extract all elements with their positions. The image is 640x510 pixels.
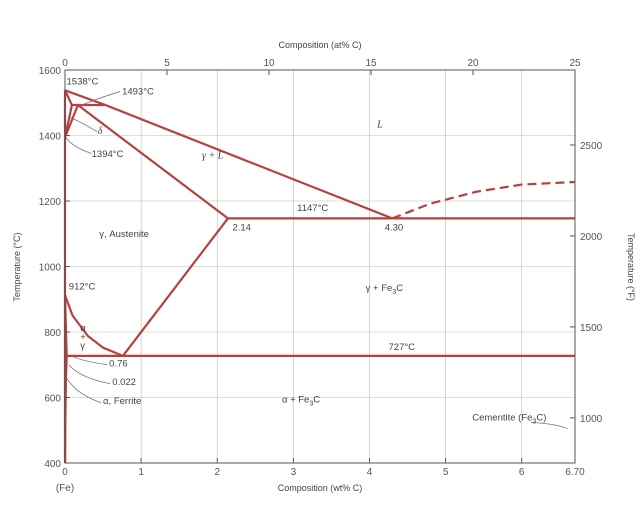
annotation-label: + <box>80 332 86 343</box>
x-tick-label: 4 <box>367 467 373 478</box>
boundary-liquidus-gamma <box>104 103 393 220</box>
x-tick-label: 5 <box>443 467 449 478</box>
tick-marks <box>64 69 576 464</box>
boundary-delta-solidus <box>64 89 73 106</box>
annotation-label: γ <box>80 340 85 351</box>
leader-line <box>72 356 108 366</box>
annotation-label: 912°C <box>69 281 96 292</box>
y-tick-label: 1600 <box>39 66 62 77</box>
x-tick-label: 6.70 <box>565 467 585 478</box>
top-tick-label: 10 <box>263 58 275 69</box>
boundary-gamma-solidus <box>77 104 229 220</box>
annotation-label: 0.76 <box>109 358 128 369</box>
annotation-label: 4.30 <box>385 222 404 233</box>
tick-labels: 0 1 2 3 4 5 6 6.70 0 5 10 15 20 25 400 600 800 1000 1200 14… <box>39 58 603 478</box>
annotation-label: α + Fe3C <box>282 394 320 407</box>
boundary-liquidus-fe3c <box>391 180 576 220</box>
annotation-label: L <box>376 119 383 130</box>
y-tick-label: 1200 <box>39 197 62 208</box>
right-tick-label: 2000 <box>580 232 603 243</box>
x-axis-title: Composition (wt% C) <box>278 483 363 493</box>
annotation-label: 727°C <box>389 342 416 353</box>
leader-line <box>81 91 121 106</box>
annotation-label: 1147°C <box>297 203 328 214</box>
annotation-label: α, Ferrite <box>103 396 141 407</box>
y-tick-label: 1000 <box>39 263 62 274</box>
annotation-label: 1493°C <box>122 87 154 98</box>
x-tick-label: 2 <box>214 467 220 478</box>
top-tick-label: 15 <box>365 58 377 69</box>
annotation-label: γ + L <box>202 150 224 161</box>
boundary-a3 <box>63 294 124 357</box>
leader-lines <box>65 91 568 429</box>
boundary-gamma-delta-boundary <box>63 104 79 138</box>
annotations: 1538°C 1493°C δ 1394°C Lγ + L 1147°C 2.14 4.30 γ… <box>67 77 547 426</box>
y-tick-label: 400 <box>44 459 61 470</box>
right-tick-label: 2500 <box>580 141 603 152</box>
x-tick-label: 6 <box>519 467 525 478</box>
annotation-label: γ + Fe3C <box>366 283 404 296</box>
annotation-label: 1538°C <box>67 77 99 88</box>
y-tick-label: 1400 <box>39 132 62 143</box>
phase-boundaries <box>63 89 576 464</box>
annotation-label: 0.022 <box>112 377 136 388</box>
y-axis-title: Temperature (°C) <box>12 232 22 301</box>
y-tick-label: 800 <box>44 328 61 339</box>
top-tick-label: 20 <box>467 58 479 69</box>
top-axis-title: Composition (at% C) <box>278 40 361 50</box>
top-tick-label: 5 <box>164 58 170 69</box>
leader-line <box>70 117 98 132</box>
annotation-label: α <box>80 323 86 334</box>
right-axis-title: Temperature (°F) <box>626 233 636 301</box>
annotation-label: 1394°C <box>92 149 124 160</box>
x-tick-label: 3 <box>291 467 297 478</box>
top-tick-label: 25 <box>569 58 581 69</box>
grid-lines <box>65 70 575 463</box>
right-tick-label: 1500 <box>580 323 603 334</box>
fe-origin-label: (Fe) <box>56 483 74 494</box>
top-tick-label: 0 <box>62 58 68 69</box>
annotation-label: 2.14 <box>232 222 251 233</box>
leader-line <box>66 377 102 404</box>
annotation-label: γ, Austenite <box>99 229 149 240</box>
y-tick-label: 600 <box>44 394 61 405</box>
boundary-liquidus-delta <box>64 89 106 107</box>
boundary-acm <box>122 217 229 357</box>
annotation-label: δ <box>98 126 103 137</box>
right-tick-label: 1000 <box>580 414 603 425</box>
x-tick-label: 1 <box>138 467 144 478</box>
x-tick-label: 0 <box>62 467 68 478</box>
leader-line <box>65 137 92 154</box>
leader-line <box>530 421 568 429</box>
annotation-label: Cementite (Fe3C) <box>472 412 546 425</box>
leader-line <box>68 364 111 385</box>
